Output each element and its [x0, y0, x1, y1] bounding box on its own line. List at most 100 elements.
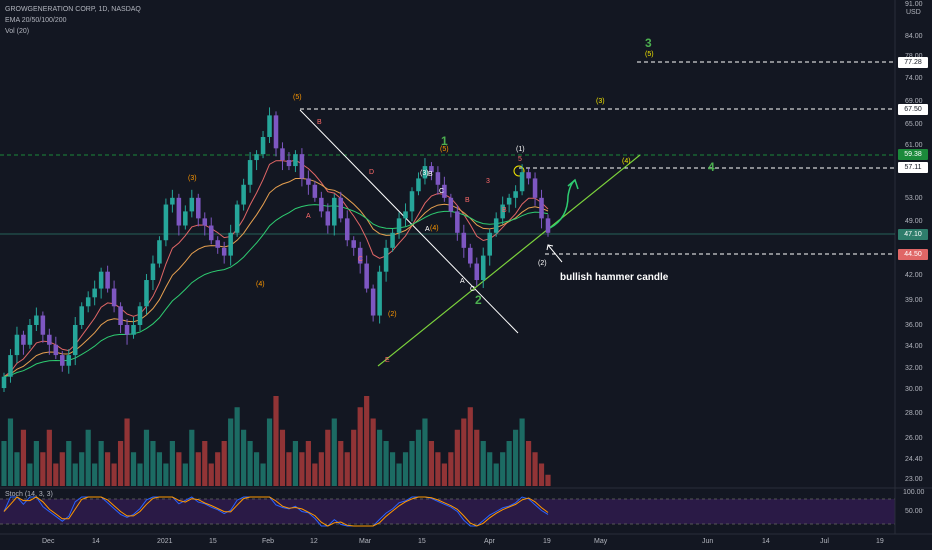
candles — [1, 107, 551, 393]
candle — [319, 197, 324, 212]
wave-label: 4 — [708, 160, 715, 174]
candle — [403, 211, 408, 219]
candle — [163, 204, 169, 241]
candle — [306, 178, 311, 185]
volume-bar — [538, 463, 545, 486]
volume-bar — [117, 441, 124, 486]
volume-bar — [279, 429, 286, 486]
projection-arrowhead — [567, 178, 579, 190]
candle — [280, 148, 285, 161]
wave-label: B — [465, 197, 470, 204]
candle — [474, 263, 480, 281]
volume-bar — [441, 463, 447, 486]
price-label: 23.00 — [905, 476, 923, 483]
price-label: 91.00 — [905, 1, 923, 8]
candle — [357, 247, 363, 264]
volume-bar — [202, 441, 208, 486]
volume-bar — [383, 441, 389, 486]
symbol-title: GROWGENERATION CORP, 1D, NASDAQ — [5, 6, 141, 13]
volume-bar — [66, 441, 72, 486]
volume-bar — [124, 418, 130, 486]
candle — [416, 178, 421, 192]
price-label: 28.00 — [905, 410, 923, 417]
volume-bar — [182, 463, 188, 486]
wave-label: (4) — [430, 225, 439, 232]
volume-bar — [273, 396, 279, 486]
volume-bar — [85, 429, 91, 486]
candle — [150, 263, 156, 281]
time-label: 2021 — [157, 538, 173, 545]
price-label: 49.00 — [905, 218, 923, 225]
volume-bar — [448, 452, 454, 486]
volume-bar — [195, 452, 201, 486]
candle — [461, 232, 467, 248]
candle — [137, 306, 143, 325]
time-label: 14 — [762, 538, 770, 545]
volume-bar — [299, 452, 305, 486]
time-label: Mar — [359, 538, 372, 545]
volume-bar — [454, 429, 460, 486]
volume-bar — [59, 452, 65, 486]
candle — [47, 334, 52, 345]
stoch-label: 100.00 — [903, 489, 925, 496]
price-label: 53.00 — [905, 195, 923, 202]
volume-bar — [105, 452, 111, 486]
price-label: 84.00 — [905, 33, 923, 40]
candle — [176, 197, 182, 226]
wave-label: (2) — [388, 311, 397, 318]
volume-bar — [221, 441, 227, 486]
candle — [228, 232, 233, 256]
candle — [442, 184, 447, 198]
candle — [92, 288, 97, 298]
volume-bar — [7, 418, 14, 486]
candle — [396, 218, 402, 233]
time-label: 19 — [876, 538, 884, 545]
volume-bar — [40, 452, 46, 486]
volume-bar — [513, 429, 519, 486]
candle — [468, 247, 473, 264]
wave-one-circle — [513, 165, 525, 177]
stoch-d-line — [3, 496, 549, 527]
candle — [221, 247, 227, 256]
candle — [124, 325, 130, 335]
wave-label: (3) — [420, 170, 429, 177]
volume-bar — [292, 441, 299, 486]
time-label: Jul — [820, 538, 829, 545]
volume-bar — [493, 463, 499, 486]
candle — [364, 263, 369, 289]
volume-bar — [20, 429, 27, 486]
volume-bar — [260, 463, 266, 486]
volume-bar — [46, 429, 52, 486]
candle — [539, 197, 544, 219]
price-tag: 47.10 — [898, 229, 928, 240]
volume-bar — [331, 418, 337, 486]
volume-bar — [415, 429, 422, 486]
price-label: 74.00 — [905, 75, 923, 82]
candle — [247, 160, 253, 185]
candle — [390, 232, 395, 248]
volume-bar — [253, 452, 260, 486]
candle — [40, 315, 46, 335]
time-label: Jun — [702, 538, 714, 545]
candle — [53, 344, 59, 356]
volume-bar — [143, 429, 150, 486]
bullish-hammer-annotation: bullish hammer candle — [560, 272, 669, 283]
volume-bar — [137, 463, 143, 486]
candle — [429, 166, 434, 173]
target-label: (5) — [645, 51, 654, 58]
volume-bar — [467, 407, 473, 486]
volume-bar — [422, 418, 428, 486]
candle — [448, 197, 454, 212]
candle — [118, 306, 123, 325]
candle — [196, 197, 201, 219]
candle — [79, 306, 84, 325]
candle — [14, 334, 20, 356]
volume-bar — [72, 463, 78, 486]
volume-bar — [247, 441, 253, 486]
wave-label: D — [369, 169, 375, 176]
price-label: 78.00 — [905, 53, 923, 60]
price-label: 61.00 — [905, 142, 923, 149]
candle — [545, 218, 551, 233]
candle — [338, 197, 344, 219]
